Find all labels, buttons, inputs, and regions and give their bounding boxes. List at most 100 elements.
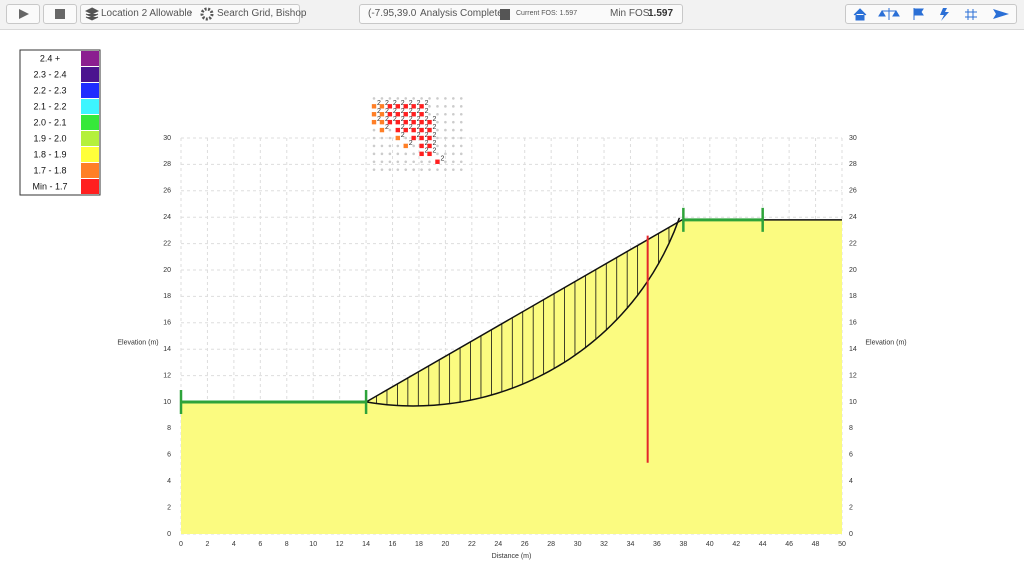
x-tick-label: 46 [785,541,793,548]
grid-point [420,160,423,164]
grid-point [459,144,463,148]
legend-swatch [81,179,99,194]
result-point [379,127,385,133]
grid-point [436,105,439,108]
toolbar: Location 2 Allowable › Search Grid, Bish… [0,0,1024,30]
y2-tick-label: 0 [849,531,853,538]
x-tick-label: 16 [389,541,397,548]
status: Analysis Complete [420,8,503,19]
y-tick-label: 6 [167,452,171,459]
y2-tick-label: 20 [849,267,857,274]
result-label: 2 [409,100,413,107]
grid-point [452,120,455,124]
result-label: 2 [401,116,405,123]
grid-point [459,136,463,140]
result-label: 2 [417,124,421,131]
result-label: 2 [425,124,429,131]
result-label: 2 [433,116,437,123]
stop-button[interactable] [43,4,77,24]
grid-point [404,152,408,156]
grid-point [396,168,400,171]
y-tick-label: 8 [167,425,171,432]
min-fos-label: Min FOS: [610,8,653,19]
y2-tick-label: 2 [849,504,853,511]
x-tick-label: 44 [759,541,767,548]
x-tick-label: 26 [521,541,529,548]
result-label: 2 [385,124,389,131]
grid-point [412,168,415,171]
x-tick-label: 6 [258,541,262,548]
grid-point [388,128,392,132]
run-button[interactable] [6,4,40,24]
grid-point [436,144,439,148]
x-tick-label: 36 [653,541,661,548]
grid-point [380,160,384,164]
y-tick-label: 14 [163,346,171,353]
result-point [395,135,401,141]
legend-label: 1.8 - 1.9 [33,149,66,159]
result-point [379,119,385,125]
result-point [387,119,393,125]
y2-tick-label: 6 [849,452,853,459]
grid-point [412,152,415,156]
grid-point [459,120,463,124]
grid-point [388,160,392,164]
grid-point [444,160,447,164]
y2-tick-label: 18 [849,293,857,300]
legend-swatch [81,115,99,130]
result-point [427,127,432,133]
y2-tick-label: 14 [849,346,857,353]
result-label: 2 [425,100,429,107]
result-label: 2 [417,100,421,107]
slip-surface [365,217,681,407]
result-point [403,127,408,133]
grid-point [452,112,455,116]
result-label: 2 [433,148,437,155]
result-point [395,119,401,125]
y2-axis-title: Elevation (m) [865,339,906,346]
grid-point [444,112,447,116]
grid-point [444,168,447,171]
grid-point [396,144,400,148]
result-label: 2 [433,132,437,139]
grid-point [436,112,439,116]
y-tick-label: 26 [163,188,171,195]
method: Search Grid, Bishop [217,8,307,19]
legend-label: 2.0 - 2.1 [33,117,66,127]
grid-point [452,168,455,171]
x-tick-label: 12 [336,541,344,548]
result-point [403,112,408,117]
result-point [419,112,424,117]
grid-point [412,160,415,164]
result-label: 2 [417,108,421,115]
grid-point [372,136,376,140]
grid-point [436,152,439,156]
result-label: 2 [409,108,413,115]
x-tick-label: 50 [838,541,846,548]
x-tick-label: 22 [468,541,476,548]
result-point [371,119,377,125]
legend-swatch [81,99,99,114]
tool-icons[interactable] [845,4,1017,24]
grid-point [452,136,455,140]
result-point [427,151,432,157]
breadcrumb[interactable]: Location 2 Allowable › Search Grid, Bish… [80,4,307,24]
y-tick-label: 16 [163,320,171,327]
result-point [403,104,408,109]
result-label: 2 [393,100,397,107]
grid-point [404,168,408,171]
y-tick-label: 4 [167,478,171,485]
result-label: 2 [425,140,429,147]
result-label: 2 [425,108,429,115]
grid-point [444,128,447,132]
legend-label: 2.4 + [40,53,60,63]
result-label: 2 [401,132,405,139]
y-tick-label: 10 [163,399,171,406]
result-label: 2 [377,108,381,115]
y2-tick-label: 28 [849,161,857,168]
y-tick-label: 20 [163,267,171,274]
x-tick-label: 4 [232,541,236,548]
result-point [411,112,416,117]
legend-label: 2.3 - 2.4 [33,69,66,79]
